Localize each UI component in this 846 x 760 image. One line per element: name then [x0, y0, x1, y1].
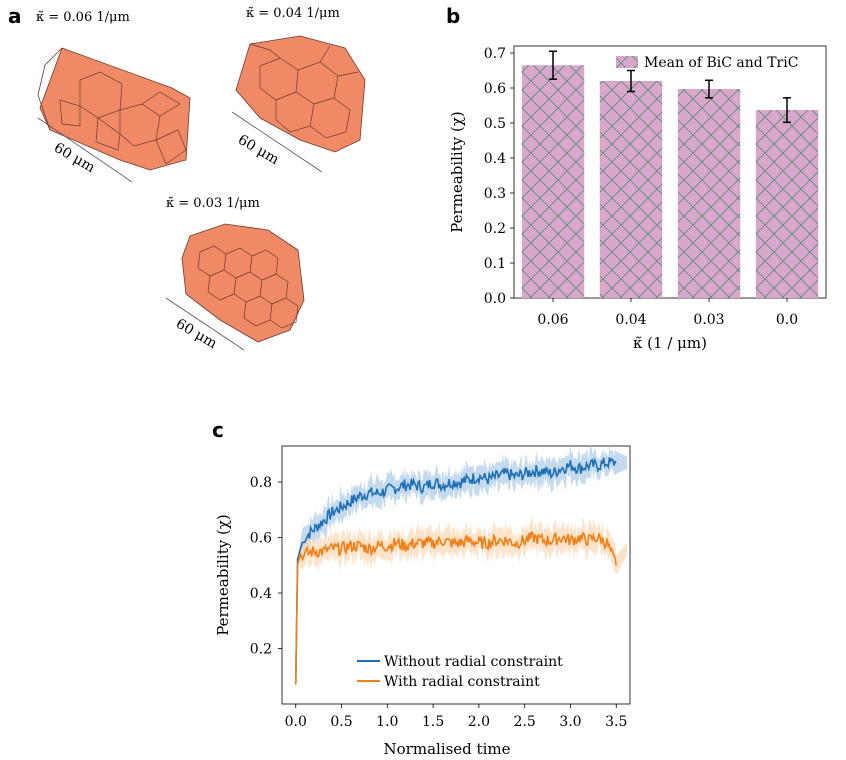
panel-c-line-chart: 0.2 0.4 0.6 0.8 0.0 0.5 1.0 1.5 2.0 2.5 3.0 3.5 Pe… — [214, 443, 631, 758]
line-chart-xlabel: Normalised time — [384, 740, 511, 758]
tube-3 — [165, 223, 305, 351]
bar-chart-legend: Mean of BiC and TriC — [616, 55, 798, 71]
line-xtick-label-3: 1.5 — [422, 714, 444, 730]
line-chart-ylabel: Permeability (χ) — [214, 514, 232, 636]
legend-label-without: Without radial constraint — [384, 654, 563, 670]
line-ytick-label-2: 0.6 — [250, 531, 272, 547]
bar-hatch-1 — [599, 81, 663, 298]
bar-chart-frame — [513, 45, 827, 299]
bar-xtick-label-0: 0.06 — [537, 312, 568, 328]
tube-2-kappa-label: κ̃ = 0.04 1/μm — [246, 6, 340, 21]
bar-ytick-label-5: 0.5 — [484, 116, 506, 132]
tube-3-length-arrow — [165, 297, 245, 351]
line-xtick-label-1: 0.5 — [330, 714, 352, 730]
panel-a-letter: a — [8, 4, 22, 28]
bar-xtick-label-2: 0.03 — [693, 312, 724, 328]
bar-xtick-label-3: 0.0 — [776, 312, 798, 328]
panel-a-tubes — [37, 35, 366, 351]
tube-2-length-arrow — [231, 111, 323, 173]
tube-1-length-arrow — [37, 117, 133, 183]
bar-hatch-2 — [677, 89, 741, 298]
panel-b-bar-chart: 0.0 0.1 0.2 0.3 0.4 0.5 0.6 0.7 0.06 0.04 0.03 0.0… — [448, 45, 827, 352]
legend-label-with: With radial constraint — [384, 674, 540, 690]
bar-ytick-label-0: 0.0 — [484, 291, 506, 307]
bar-ytick-label-3: 0.3 — [484, 186, 506, 202]
line-xtick-label-4: 2.0 — [468, 714, 490, 730]
line-ytick-label-1: 0.4 — [250, 586, 272, 602]
bar-hatch-3 — [755, 110, 819, 298]
tube-1-kappa-label: κ̃ = 0.06 1/μm — [36, 10, 130, 25]
bar-ytick-label-2: 0.2 — [484, 221, 506, 237]
series-line-1 — [294, 531, 618, 685]
legend-label-bar: Mean of BiC and TriC — [644, 55, 798, 71]
line-ytick-label-0: 0.2 — [250, 642, 272, 658]
bar-ytick-label-4: 0.4 — [484, 151, 506, 167]
panel-c-letter: c — [212, 418, 224, 442]
line-xtick-label-5: 2.5 — [514, 714, 536, 730]
bar-chart-xlabel: κ̃ (1 / μm) — [633, 334, 707, 352]
line-xtick-label-2: 1.0 — [376, 714, 398, 730]
panel-b-letter: b — [446, 4, 461, 28]
line-chart-frame — [281, 445, 631, 705]
line-xtick-label-7: 3.5 — [605, 714, 627, 730]
tube-3-kappa-label: κ̃ = 0.03 1/μm — [166, 196, 260, 211]
line-chart-legend: Without radial constraint With radial co… — [357, 654, 563, 690]
tube-1 — [37, 47, 191, 183]
bar-xtick-label-1: 0.04 — [615, 312, 646, 328]
line-xtick-label-0: 0.0 — [285, 714, 307, 730]
line-xtick-label-6: 3.0 — [559, 714, 581, 730]
bar-ytick-label-1: 0.1 — [484, 256, 506, 272]
bar-chart-ylabel: Permeability (χ) — [448, 111, 466, 233]
series-line-0 — [294, 457, 617, 685]
bar-hatch-0 — [521, 65, 585, 298]
series-band-0 — [295, 443, 628, 686]
bar-ytick-label-6: 0.6 — [484, 81, 506, 97]
tube-2 — [231, 35, 366, 173]
line-ytick-label-3: 0.8 — [250, 475, 272, 491]
bar-ytick-label-7: 0.7 — [484, 46, 506, 62]
series-band-1 — [295, 516, 628, 686]
